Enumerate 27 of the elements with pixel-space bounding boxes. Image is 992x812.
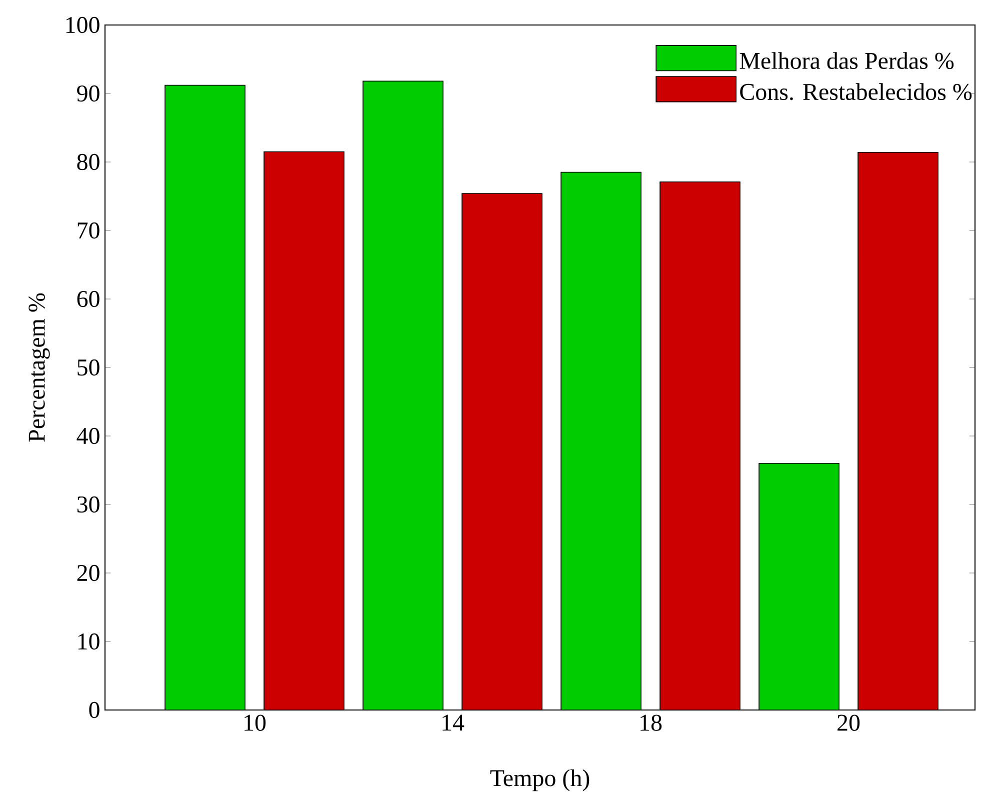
y-tick-label: 10 bbox=[78, 633, 100, 650]
bar bbox=[758, 462, 840, 710]
bar bbox=[858, 152, 938, 710]
legend-label: Melhora das Perdas % bbox=[740, 52, 954, 70]
y-tick-label: 40 bbox=[76, 428, 100, 444]
y-tick-label: 30 bbox=[77, 496, 100, 513]
y-tick-label: 20 bbox=[77, 564, 100, 582]
bar bbox=[264, 152, 344, 710]
bar bbox=[462, 193, 542, 710]
y-tick-label: 90 bbox=[77, 85, 100, 102]
x-tick-label: 10 bbox=[244, 714, 266, 731]
y-tick-label: 60 bbox=[77, 290, 100, 308]
bar bbox=[165, 85, 246, 710]
y-tick-label: 80 bbox=[77, 154, 100, 170]
legend-label: Cons. Restabelecidos % bbox=[740, 83, 972, 100]
bar bbox=[363, 81, 444, 710]
y-tick-label: 50 bbox=[78, 359, 100, 376]
x-tick-label: 20 bbox=[838, 714, 860, 731]
x-tick-label: 14 bbox=[442, 714, 464, 731]
y-tick-label: 100 bbox=[66, 16, 100, 34]
y-tick-label: 70 bbox=[78, 222, 100, 239]
bar bbox=[561, 172, 642, 710]
y-axis-title: Percentagem % bbox=[28, 293, 50, 442]
x-tick-label: 18 bbox=[640, 714, 662, 731]
bar bbox=[660, 182, 740, 710]
y-tick-label: 0 bbox=[89, 702, 100, 718]
x-axis-title: Tempo (h) bbox=[490, 769, 590, 792]
